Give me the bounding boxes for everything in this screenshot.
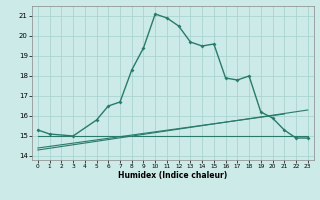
X-axis label: Humidex (Indice chaleur): Humidex (Indice chaleur) [118,171,228,180]
